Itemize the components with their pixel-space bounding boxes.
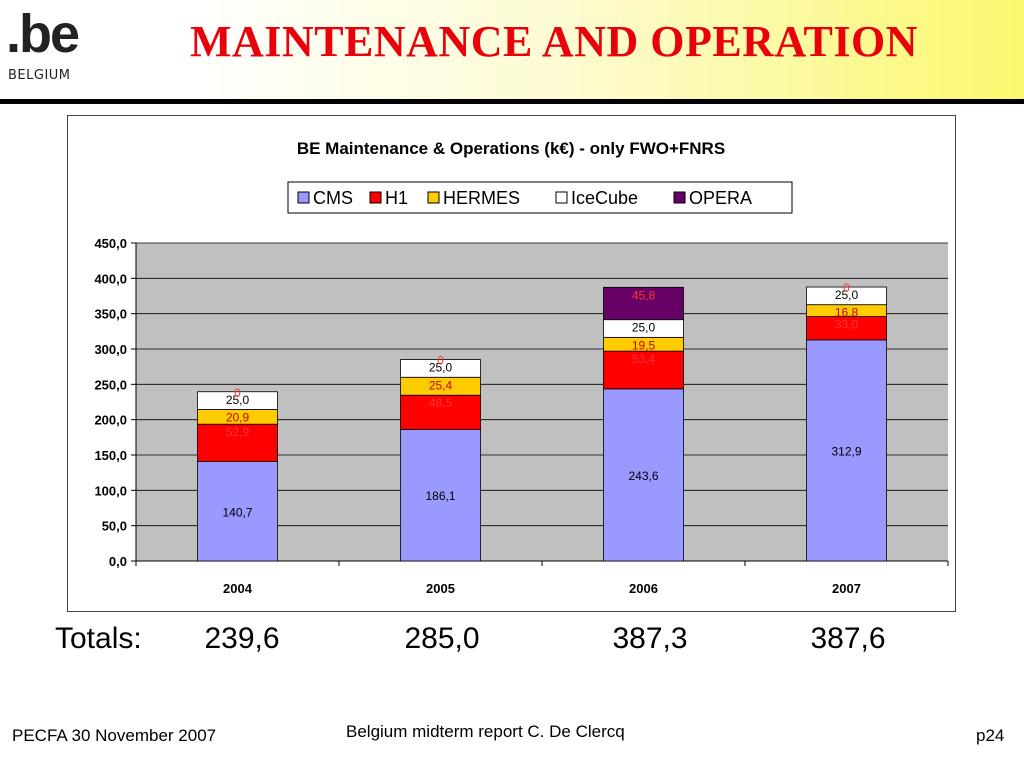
y-tick-label-1: 50,0	[102, 519, 127, 534]
chart-title: BE Maintenance & Operations (k€) - only …	[297, 139, 725, 158]
y-tick-label-2: 100,0	[94, 483, 127, 498]
header-divider	[0, 99, 1024, 104]
total-2004: 239,6	[204, 622, 280, 655]
legend-swatch-icecube	[555, 191, 568, 204]
data-label-hermes-2004: 20,9	[226, 410, 250, 424]
logo-subtext: BELGIUM	[8, 68, 71, 83]
total-2007: 387,6	[810, 622, 886, 655]
legend-label-cms: CMS	[313, 188, 353, 208]
bar-h1-2006	[603, 350, 684, 390]
legend-label-hermes: HERMES	[443, 188, 520, 208]
data-label-hermes-2005: 25,4	[429, 378, 453, 392]
data-label-opera-2004: 0	[234, 386, 241, 400]
bar-cms-2005	[400, 429, 481, 562]
data-label-hermes-2007: 16,8	[835, 306, 859, 320]
chart-frame: BE Maintenance & Operations (k€) - only …	[67, 115, 956, 612]
y-tick-label-7: 350,0	[94, 307, 127, 322]
data-label-h1-2007: 33,0	[835, 318, 859, 332]
legend-label-icecube: IceCube	[571, 188, 638, 208]
data-label-icecube-2005: 25,0	[429, 361, 453, 375]
bar-h1-2005	[400, 394, 481, 430]
bar-icecube-2004	[197, 391, 278, 410]
data-label-icecube-2007: 25,0	[835, 288, 859, 302]
legend-swatch-cms	[297, 191, 310, 204]
data-label-hermes-2006: 19,5	[632, 338, 656, 352]
data-label-cms-2007: 312,9	[831, 444, 861, 458]
x-tick-label-2004: 2004	[223, 581, 253, 596]
x-tick-label-2006: 2006	[629, 581, 658, 596]
data-label-h1-2005: 48,5	[429, 396, 453, 410]
data-label-h1-2004: 52,9	[226, 425, 250, 439]
header-band	[0, 0, 1024, 100]
y-tick-label-8: 400,0	[94, 271, 127, 286]
data-label-icecube-2006: 25,0	[632, 321, 656, 335]
belgium-logo: .be BELGIUM	[6, 4, 90, 86]
bar-icecube-2007	[806, 286, 887, 306]
slide-title: Maintenance and Operation	[190, 17, 918, 66]
data-label-opera-2006: 45,8	[632, 288, 656, 302]
bar-opera-2006	[603, 286, 684, 321]
bar-cms-2006	[603, 388, 684, 562]
data-label-icecube-2004: 25,0	[226, 393, 250, 407]
stacked-bar-chart: BE Maintenance & Operations (k€) - only …	[94, 139, 949, 596]
data-label-cms-2004: 140,7	[222, 505, 252, 519]
bar-h1-2004	[197, 423, 278, 462]
data-label-opera-2005: 0	[437, 354, 444, 368]
y-tick-label-3: 150,0	[94, 448, 127, 463]
data-label-opera-2007: 0	[843, 281, 850, 295]
y-tick-label-9: 450,0	[94, 236, 127, 251]
legend-swatch-h1	[369, 191, 382, 204]
y-tick-label-6: 300,0	[94, 342, 127, 357]
bar-cms-2007	[806, 339, 887, 562]
footer-page-number: p24	[976, 726, 1005, 745]
bar-icecube-2005	[400, 359, 481, 378]
data-label-h1-2006: 53,4	[632, 352, 656, 366]
y-tick-label-0: 0,0	[109, 554, 127, 569]
x-tick-label-2005: 2005	[426, 581, 455, 596]
footer-report: Belgium midterm report C. De Clercq	[346, 722, 625, 741]
y-tick-label-5: 250,0	[94, 377, 127, 392]
legend-label-h1: H1	[385, 188, 408, 208]
logo-mark: .be	[6, 4, 80, 64]
totals-label: Totals:	[55, 622, 142, 655]
legend-label-opera: OPERA	[689, 188, 752, 208]
footer-date: PECFA 30 November 2007	[12, 726, 217, 745]
y-tick-label-4: 200,0	[94, 413, 127, 428]
legend-swatch-hermes	[427, 191, 440, 204]
x-tick-label-2007: 2007	[832, 581, 861, 596]
total-2005: 285,0	[404, 622, 480, 655]
data-label-cms-2005: 186,1	[425, 489, 455, 503]
data-label-cms-2006: 243,6	[628, 469, 658, 483]
bar-cms-2004	[197, 461, 278, 562]
total-2006: 387,3	[612, 622, 688, 655]
legend-swatch-opera	[673, 191, 686, 204]
